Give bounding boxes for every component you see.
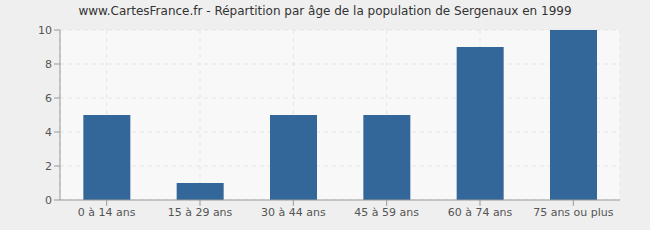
svg-text:6: 6: [45, 92, 52, 105]
svg-text:15 à 29 ans: 15 à 29 ans: [168, 206, 233, 219]
svg-text:2: 2: [45, 160, 52, 173]
svg-text:30 à 44 ans: 30 à 44 ans: [261, 206, 326, 219]
svg-text:0: 0: [45, 194, 52, 207]
svg-text:10: 10: [38, 24, 52, 37]
svg-text:0 à 14 ans: 0 à 14 ans: [78, 206, 136, 219]
svg-text:8: 8: [45, 58, 52, 71]
svg-text:60 à 74 ans: 60 à 74 ans: [448, 206, 513, 219]
svg-text:4: 4: [45, 126, 52, 139]
svg-text:75 ans ou plus: 75 ans ou plus: [533, 206, 614, 219]
html-text:www.CartesFrance.fr - Répartit: www.CartesFrance.fr - Répartition par âg…: [78, 4, 572, 18]
svg-text:45 à 59 ans: 45 à 59 ans: [354, 206, 419, 219]
